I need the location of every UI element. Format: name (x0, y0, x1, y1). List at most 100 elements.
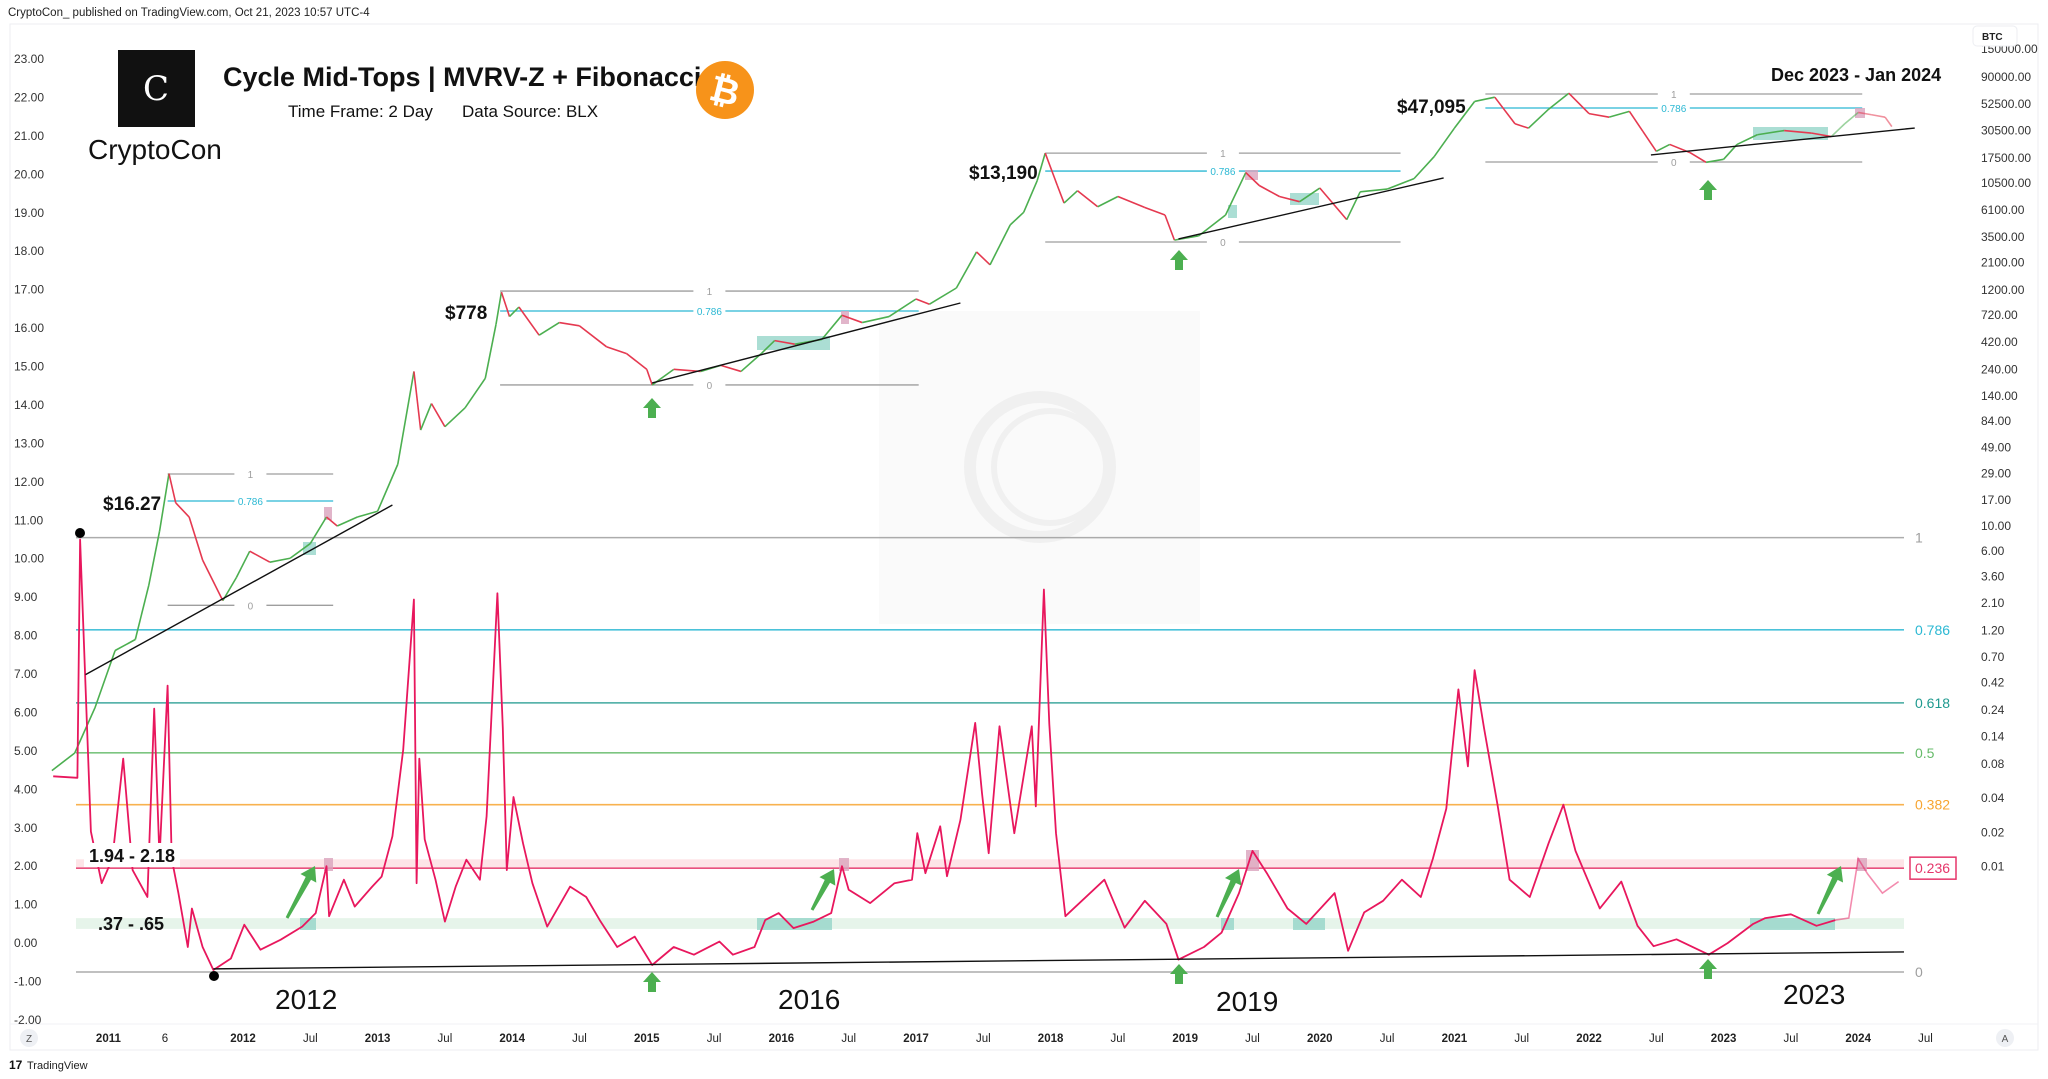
time-axis-tick: Jul (1784, 1033, 1799, 1045)
tradingview-logo-text[interactable]: TradingView (27, 1060, 88, 1072)
left-axis-tick: 9.00 (14, 590, 38, 604)
right-axis-tick: 17500.00 (1981, 151, 2031, 165)
price-segment (1198, 214, 1227, 237)
right-axis-tick: 720.00 (1981, 308, 2018, 322)
right-axis-tick: 10.00 (1981, 519, 2011, 533)
price-segment (740, 353, 762, 373)
time-axis-tick: 2015 (634, 1033, 660, 1045)
left-axis-tick: 16.00 (14, 321, 44, 335)
data-source-label: Data Source: BLX (462, 102, 598, 121)
price-trendline[interactable] (652, 302, 961, 384)
mvrv-trendline[interactable] (213, 951, 1904, 970)
price-segment (1757, 129, 1785, 136)
price-segment (976, 251, 991, 266)
price-segment (309, 516, 328, 544)
fib-level-label: 0.5 (1915, 745, 1935, 761)
right-axis-tick: 3.60 (1981, 569, 2005, 583)
price-segment (1433, 127, 1456, 157)
price-segment (774, 339, 795, 345)
left-axis-tick: 6.00 (14, 705, 38, 719)
peak-label-2011: $16.27 (103, 494, 161, 515)
price-segment (1386, 177, 1415, 190)
price-fib-label: 0.786 (1661, 104, 1686, 115)
left-axis-tick: 7.00 (14, 667, 38, 681)
price-segment (1494, 96, 1516, 125)
price-fib-label: 0 (1671, 158, 1677, 169)
mvrv-top-band (76, 859, 1904, 869)
left-axis-tick: 18.00 (14, 244, 44, 258)
time-axis-tick: Jul (1514, 1033, 1529, 1045)
price-projection-segment (1871, 113, 1886, 118)
price-segment (508, 306, 520, 318)
price-fib-label: 0 (707, 381, 713, 392)
price-segment (1474, 96, 1495, 103)
price-segment (518, 306, 540, 336)
time-axis-tick: 2016 (769, 1033, 795, 1045)
price-segment (484, 324, 497, 379)
left-axis-tick: 13.00 (14, 436, 44, 450)
cycle-year-label: 2019 (1216, 986, 1278, 1017)
right-axis-tick: 420.00 (1981, 335, 2018, 349)
time-axis-tick: 2018 (1038, 1033, 1064, 1045)
price-segment (1655, 143, 1671, 153)
price-segment (646, 369, 653, 386)
accumulation-box (1228, 205, 1237, 218)
price-segment (1299, 187, 1321, 203)
price-fib-label: 0 (1220, 238, 1226, 249)
price-segment (1705, 158, 1724, 164)
fib-level-label: 0.618 (1915, 695, 1950, 711)
left-axis-tick: 12.00 (14, 475, 44, 489)
auto-scale-button[interactable] (1996, 1029, 2014, 1047)
left-axis-tick: 2.00 (14, 859, 38, 873)
time-axis-tick: 2022 (1576, 1033, 1602, 1045)
price-segment (720, 364, 742, 373)
time-axis-tick: Jul (1245, 1033, 1260, 1045)
mvrv-z-line (53, 538, 1836, 971)
price-segment (249, 550, 271, 563)
arrow-up-icon (643, 398, 661, 418)
price-segment (1608, 110, 1630, 118)
price-segment (336, 516, 358, 527)
price-segment (1258, 184, 1280, 198)
price-segment (500, 291, 511, 317)
price-trendline[interactable] (1650, 127, 1915, 156)
price-segment (1360, 188, 1388, 193)
right-axis-tick: 0.04 (1981, 791, 2005, 805)
right-axis-tick: 0.01 (1981, 860, 2005, 874)
price-segment (1117, 195, 1146, 209)
accumulation-box (300, 918, 316, 930)
price-segment (201, 559, 224, 601)
time-axis-tick: 6 (162, 1033, 168, 1045)
mid-top-box (324, 858, 333, 871)
time-axis-tick: 2021 (1442, 1033, 1468, 1045)
arrow-diagonal-icon (810, 868, 836, 911)
right-axis-tick: 0.42 (1981, 675, 2005, 689)
peak-label-2017: $13,190 (969, 163, 1038, 184)
zoom-toggle-button[interactable] (20, 1029, 38, 1047)
price-segment (289, 542, 311, 559)
right-axis-tick: 2100.00 (1981, 255, 2025, 269)
price-segment (1044, 152, 1059, 186)
price-segment (1056, 185, 1065, 204)
price-trendline[interactable] (1178, 177, 1444, 240)
price-segment (929, 287, 957, 305)
price-fib-label: 1 (1671, 90, 1677, 101)
right-axis-tick: 90000.00 (1981, 70, 2031, 84)
price-segment (175, 502, 190, 518)
peak-label-2021: $47,095 (1397, 97, 1466, 118)
price-segment (1345, 191, 1361, 221)
left-axis-tick: 22.00 (14, 90, 44, 104)
price-segment (760, 340, 776, 355)
accumulation-box (1293, 918, 1325, 930)
price-segment (1784, 129, 1812, 134)
price-segment (419, 403, 433, 431)
price-trendline[interactable] (85, 504, 393, 676)
price-segment (444, 407, 466, 428)
left-axis-tick: 11.00 (14, 513, 43, 527)
time-axis-tick: Jul (1918, 1033, 1933, 1045)
price-segment (955, 251, 978, 289)
price-segment (989, 224, 1011, 266)
currency-tag[interactable] (1972, 25, 2018, 47)
price-projection-segment (1884, 116, 1893, 128)
